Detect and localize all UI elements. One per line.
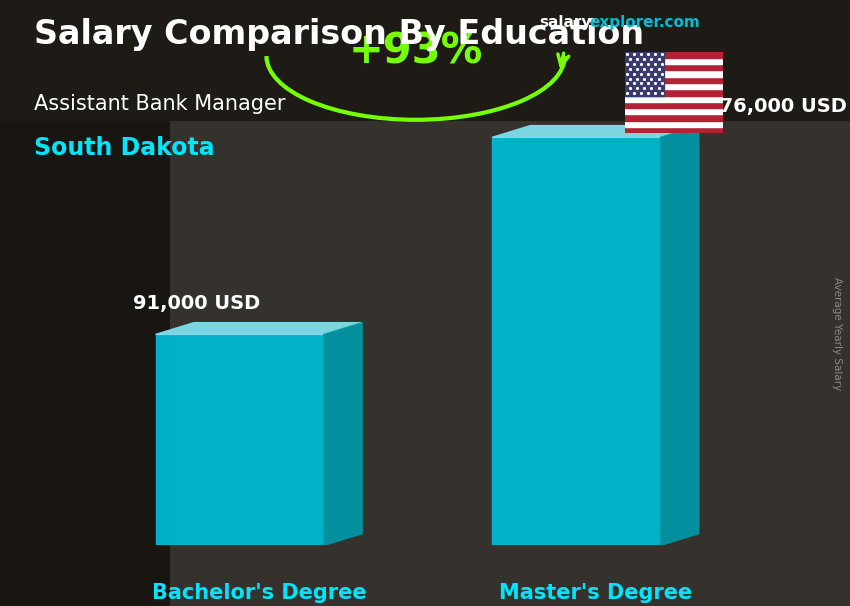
Bar xyxy=(625,127,722,133)
Bar xyxy=(625,121,722,127)
Text: Master's Degree: Master's Degree xyxy=(499,583,692,603)
Bar xyxy=(625,115,722,121)
Bar xyxy=(625,64,722,70)
Text: Average Yearly Salary: Average Yearly Salary xyxy=(832,277,842,390)
Polygon shape xyxy=(492,125,699,138)
Bar xyxy=(625,52,664,96)
Bar xyxy=(625,52,722,58)
Bar xyxy=(625,77,722,83)
Polygon shape xyxy=(492,138,660,545)
Polygon shape xyxy=(660,125,699,545)
Bar xyxy=(625,108,722,115)
Bar xyxy=(625,96,722,102)
Bar xyxy=(625,89,722,96)
Text: Salary Comparison By Education: Salary Comparison By Education xyxy=(34,18,644,51)
Text: +93%: +93% xyxy=(348,30,483,72)
Bar xyxy=(625,58,722,64)
Text: salary: salary xyxy=(540,15,592,30)
Text: Assistant Bank Manager: Assistant Bank Manager xyxy=(34,94,286,114)
Bar xyxy=(625,83,722,89)
Text: South Dakota: South Dakota xyxy=(34,136,214,161)
Polygon shape xyxy=(156,322,362,335)
Polygon shape xyxy=(324,322,362,545)
Text: 176,000 USD: 176,000 USD xyxy=(706,98,847,116)
Text: explorer.com: explorer.com xyxy=(589,15,700,30)
Polygon shape xyxy=(156,335,324,545)
Bar xyxy=(625,70,722,77)
Text: Bachelor's Degree: Bachelor's Degree xyxy=(151,583,366,603)
Bar xyxy=(625,102,722,108)
Text: 91,000 USD: 91,000 USD xyxy=(133,295,260,313)
